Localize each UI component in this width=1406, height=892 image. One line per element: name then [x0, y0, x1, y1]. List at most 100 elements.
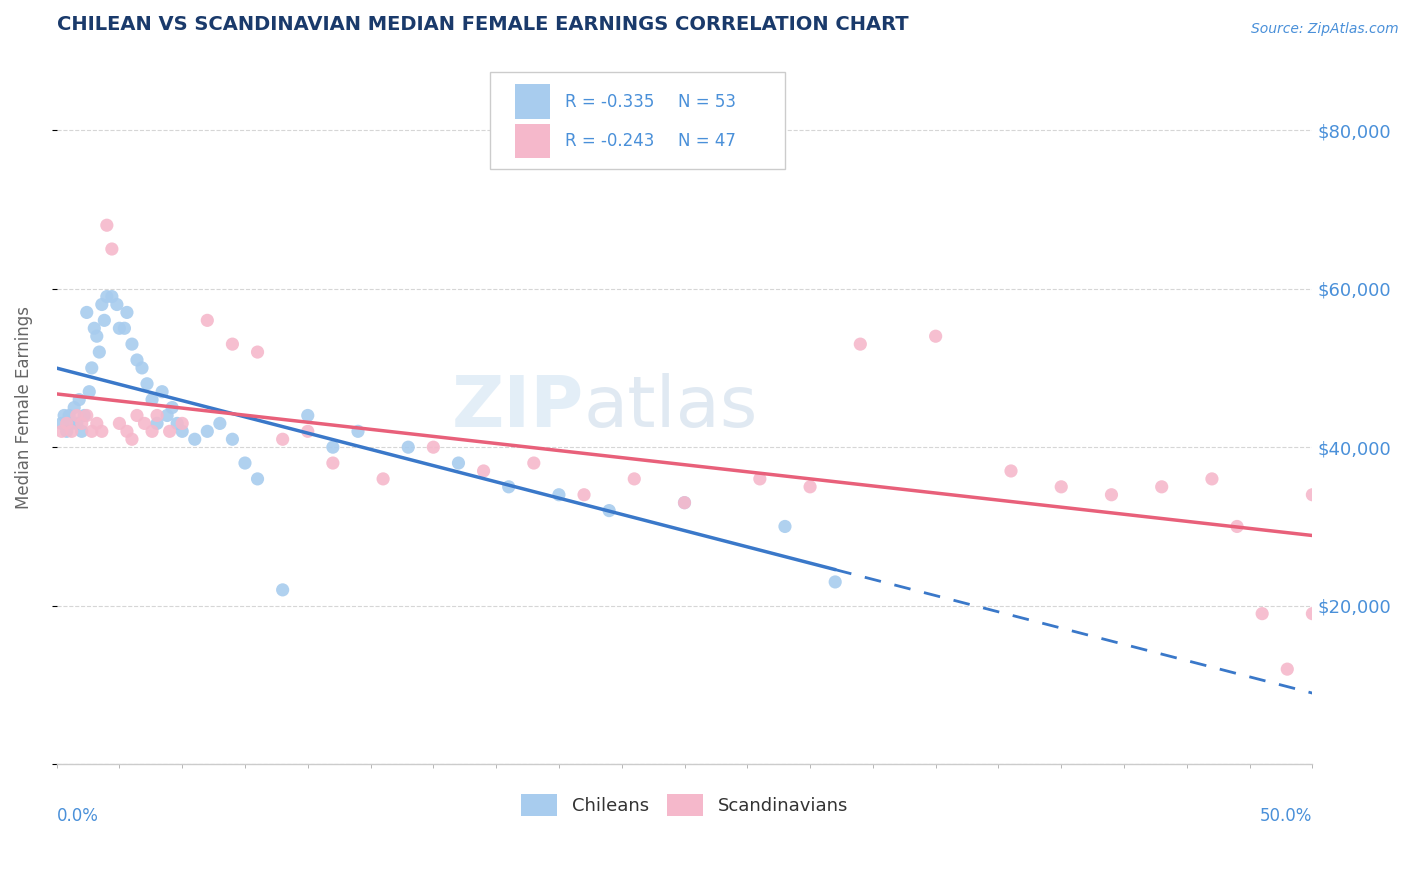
Point [86, 329, 108, 343]
Point [76, 409, 98, 423]
Point [1301, 607, 1323, 621]
Point [150, 384, 173, 399]
Point [96, 289, 118, 303]
Point [131, 360, 153, 375]
Point [51, 417, 73, 431]
Point [347, 425, 370, 439]
Point [51, 425, 73, 439]
Point [115, 425, 138, 439]
Point [125, 409, 148, 423]
Point [523, 456, 546, 470]
Text: N = 47: N = 47 [678, 132, 737, 150]
Point [184, 432, 207, 446]
Point [271, 432, 294, 446]
Point [159, 425, 181, 439]
Point [371, 472, 394, 486]
Text: R = -0.243: R = -0.243 [565, 132, 655, 150]
Point [166, 417, 188, 431]
Point [108, 417, 131, 431]
Text: ZIP: ZIP [451, 373, 583, 442]
Point [77, 384, 100, 399]
Point [673, 496, 696, 510]
FancyBboxPatch shape [515, 124, 550, 158]
Point [55, 425, 77, 439]
Point [66, 417, 89, 431]
Point [101, 242, 124, 256]
Point [1251, 607, 1274, 621]
Point [93, 313, 115, 327]
Point [115, 305, 138, 319]
Point [60, 425, 83, 439]
Point [134, 417, 156, 431]
Point [83, 321, 105, 335]
Point [396, 440, 419, 454]
Point [799, 480, 821, 494]
Point [66, 409, 89, 423]
Point [96, 218, 118, 232]
Point [63, 401, 86, 415]
FancyBboxPatch shape [515, 85, 550, 119]
Y-axis label: Median Female Earnings: Median Female Earnings [15, 306, 32, 509]
Point [121, 337, 143, 351]
Point [548, 488, 571, 502]
Point [1000, 464, 1022, 478]
Point [146, 417, 169, 431]
Text: CHILEAN VS SCANDINAVIAN MEDIAN FEMALE EARNINGS CORRELATION CHART: CHILEAN VS SCANDINAVIAN MEDIAN FEMALE EA… [56, 15, 908, 34]
Point [447, 456, 470, 470]
Point [233, 456, 256, 470]
Point [136, 376, 159, 391]
Point [121, 432, 143, 446]
Point [824, 574, 846, 589]
Point [748, 472, 770, 486]
Point [246, 345, 269, 359]
Point [1201, 472, 1223, 486]
Point [195, 425, 218, 439]
Point [849, 337, 872, 351]
Point [58, 409, 80, 423]
Point [208, 417, 231, 431]
Point [112, 321, 135, 335]
Point [125, 353, 148, 368]
Point [105, 297, 128, 311]
Point [156, 409, 179, 423]
Point [141, 425, 163, 439]
Point [422, 440, 444, 454]
Point [80, 360, 103, 375]
Legend: Chileans, Scandinavians: Chileans, Scandinavians [515, 787, 855, 823]
Point [70, 425, 93, 439]
Point [89, 345, 111, 359]
Point [101, 289, 124, 303]
Point [322, 440, 344, 454]
Text: 0.0%: 0.0% [56, 807, 98, 825]
Point [60, 417, 83, 431]
Point [271, 582, 294, 597]
Point [773, 519, 796, 533]
FancyBboxPatch shape [489, 72, 785, 169]
Point [221, 337, 243, 351]
Point [472, 464, 495, 478]
Point [1277, 662, 1299, 676]
Point [1301, 488, 1323, 502]
Point [55, 417, 77, 431]
Point [172, 417, 194, 431]
Point [90, 297, 112, 311]
Point [141, 392, 163, 407]
Text: Source: ZipAtlas.com: Source: ZipAtlas.com [1251, 22, 1399, 37]
Point [598, 503, 620, 517]
Point [924, 329, 946, 343]
Point [53, 409, 76, 423]
Point [80, 425, 103, 439]
Text: N = 53: N = 53 [678, 93, 737, 111]
Point [67, 392, 90, 407]
Point [1150, 480, 1173, 494]
Text: R = -0.335: R = -0.335 [565, 93, 655, 111]
Point [1050, 480, 1073, 494]
Point [498, 480, 520, 494]
Text: atlas: atlas [583, 373, 758, 442]
Point [322, 456, 344, 470]
Point [246, 472, 269, 486]
Point [70, 417, 93, 431]
Point [297, 409, 319, 423]
Point [86, 417, 108, 431]
Point [73, 409, 96, 423]
